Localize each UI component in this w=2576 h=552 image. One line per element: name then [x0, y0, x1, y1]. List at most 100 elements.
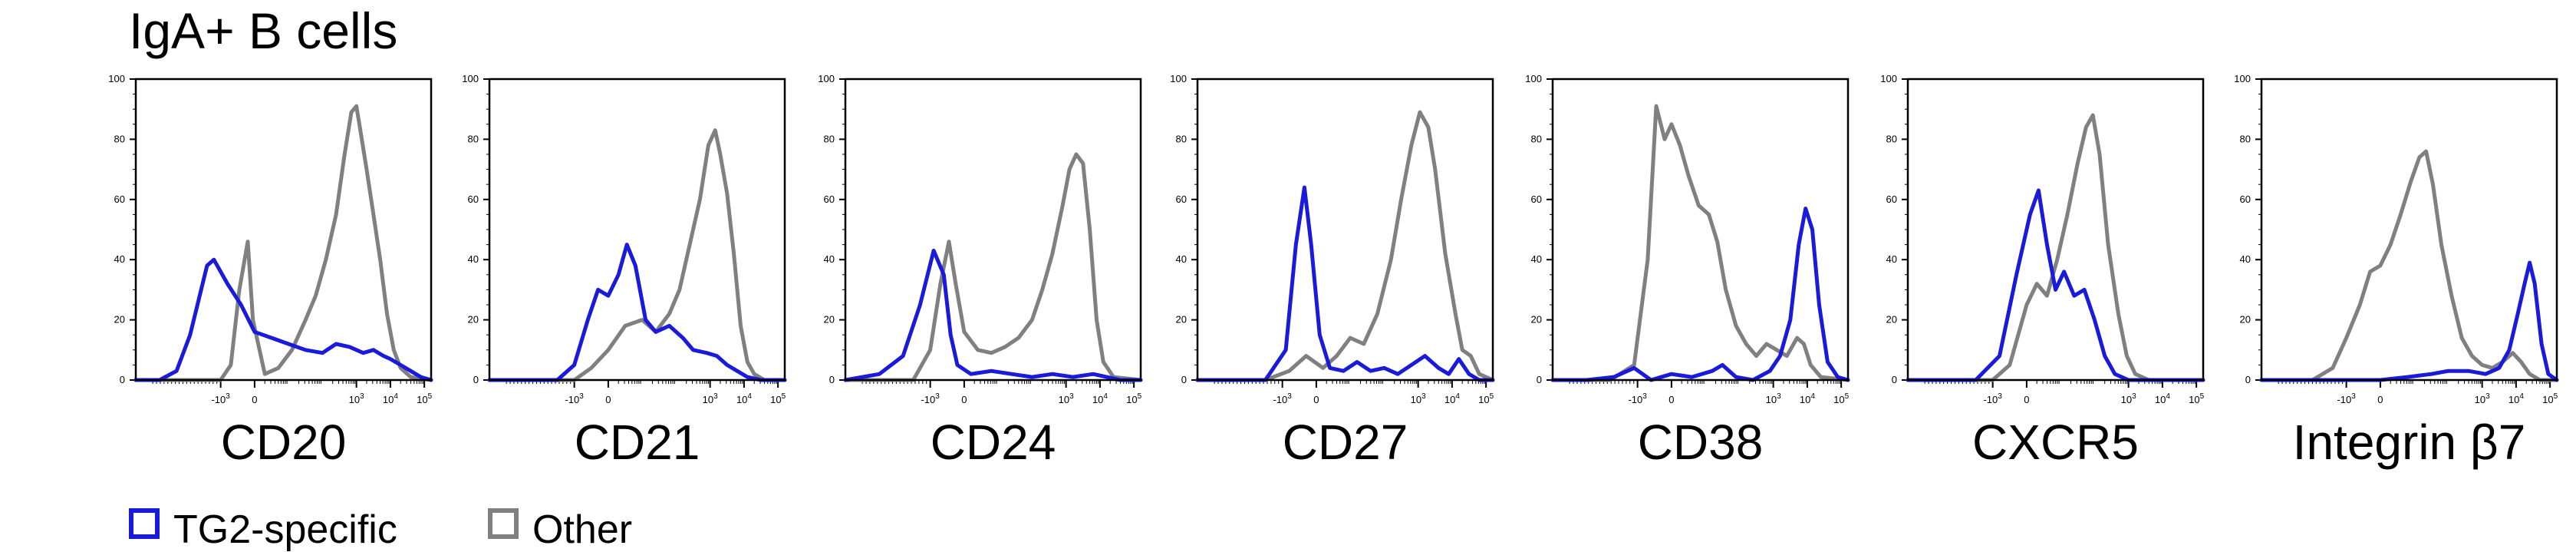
y-tick-label: 0	[1181, 374, 1187, 385]
y-tick-label: 40	[824, 253, 835, 265]
legend-item-other: Other	[488, 508, 632, 551]
legend-swatch-other	[488, 508, 519, 539]
legend-label-tg2: TG2-specific	[173, 507, 397, 552]
y-tick-label: 100	[1525, 73, 1542, 84]
series-line-tg2-specific	[843, 248, 1143, 382]
plot-frame	[2260, 78, 2558, 382]
plot-frame	[844, 78, 1142, 382]
y-tick-label: 0	[829, 374, 835, 385]
series-line-tg2-specific	[133, 257, 433, 382]
x-axis-label: CD27	[1283, 415, 1408, 470]
series-line-other	[1906, 113, 2205, 382]
x-tick-label: 103	[349, 392, 364, 405]
panel-3: 0 20 40 60 80 100 -103 0 103 104 105 CD24	[818, 73, 1143, 470]
series-line-tg2-specific	[2259, 260, 2559, 382]
series-line-other	[133, 104, 433, 382]
y-tick-label: 60	[1531, 193, 1542, 205]
y-tick-label: 40	[1886, 253, 1897, 265]
y-tick-label: 60	[2240, 193, 2251, 205]
y-tick-label: 20	[114, 314, 125, 326]
x-tick-label: -103	[2337, 392, 2356, 405]
y-tick-label: 0	[1537, 374, 1542, 385]
x-tick-label: -103	[211, 392, 230, 405]
y-tick-label: 20	[468, 314, 479, 326]
x-axis-label: Integrin β7	[2293, 415, 2526, 470]
x-tick-label: 0	[252, 394, 257, 405]
y-tick-label: 80	[114, 133, 125, 144]
x-tick-label: 105	[2542, 392, 2558, 405]
x-tick-label: 104	[2508, 392, 2524, 405]
series-line-tg2-specific	[1550, 207, 1850, 382]
y-tick-label: 100	[1880, 73, 1897, 84]
x-tick-label: 103	[1059, 392, 1074, 405]
x-tick-label: 104	[736, 392, 752, 405]
plot-frame	[1906, 78, 2205, 382]
y-tick-label: 100	[108, 73, 125, 84]
histogram-panels: 0 20 40 60 80 100 -103 0 103 104 105 CD20 0 20 40 60 80 1…	[108, 73, 2559, 470]
series-line-tg2-specific	[1906, 188, 2205, 382]
panel-7: 0 20 40 60 80 100 -103 0 103 104 105 Integrin β7	[2234, 73, 2559, 470]
x-axis-label: CD21	[575, 415, 700, 470]
legend-item-tg2: TG2-specific	[129, 508, 397, 551]
x-axis-label: CD38	[1638, 415, 1764, 470]
x-tick-label: 0	[1313, 394, 1319, 405]
x-tick-label: 104	[1444, 392, 1460, 405]
series-line-other	[487, 128, 787, 382]
x-tick-label: 103	[2475, 392, 2490, 405]
x-tick-label: 105	[1833, 392, 1849, 405]
x-axis-label: CXCR5	[1972, 415, 2139, 470]
y-tick-label: 20	[824, 314, 835, 326]
legend-label-other: Other	[532, 507, 633, 552]
plot-frame	[488, 78, 786, 382]
x-tick-label: 103	[2121, 392, 2136, 405]
y-tick-label: 0	[120, 374, 125, 385]
series-line-tg2-specific	[487, 243, 787, 382]
y-tick-label: 60	[824, 193, 835, 205]
plot-frame	[134, 78, 433, 382]
y-tick-label: 20	[2240, 314, 2251, 326]
series-line-other	[843, 152, 1143, 382]
y-tick-label: 80	[468, 133, 479, 144]
panel-2: 0 20 40 60 80 100 -103 0 103 104 105 CD21	[462, 73, 787, 470]
y-tick-label: 40	[1531, 253, 1542, 265]
y-tick-label: 100	[2234, 73, 2251, 84]
x-tick-label: 105	[1478, 392, 1494, 405]
x-tick-label: 0	[1668, 394, 1674, 405]
x-tick-label: 105	[770, 392, 786, 405]
x-tick-label: 105	[2189, 392, 2204, 405]
y-tick-label: 100	[1170, 73, 1187, 84]
x-tick-label: 0	[2024, 394, 2029, 405]
panel-1: 0 20 40 60 80 100 -103 0 103 104 105 CD20	[108, 73, 433, 470]
y-tick-label: 40	[468, 253, 479, 265]
x-tick-label: 103	[1766, 392, 1781, 405]
y-tick-label: 20	[1886, 314, 1897, 326]
y-tick-label: 40	[1176, 253, 1187, 265]
y-tick-label: 80	[1886, 133, 1897, 144]
plot-frame	[1551, 78, 1850, 382]
plot-frame	[1196, 78, 1494, 382]
y-tick-label: 0	[1892, 374, 1897, 385]
y-tick-label: 60	[114, 193, 125, 205]
y-tick-label: 0	[2245, 374, 2251, 385]
x-tick-label: 104	[1800, 392, 1815, 405]
y-tick-label: 80	[1531, 133, 1542, 144]
x-tick-label: 103	[1411, 392, 1426, 405]
y-tick-label: 100	[462, 73, 479, 84]
x-tick-label: -103	[1628, 392, 1647, 405]
y-tick-label: 40	[114, 253, 125, 265]
panel-6: 0 20 40 60 80 100 -103 0 103 104 105 CXCR5	[1880, 73, 2205, 470]
x-axis-label: CD24	[931, 415, 1056, 470]
x-tick-label: 104	[383, 392, 398, 405]
x-tick-label: -103	[1983, 392, 2002, 405]
legend-swatch-tg2	[129, 508, 160, 539]
y-tick-label: 20	[1531, 314, 1542, 326]
series-line-other	[2259, 149, 2559, 382]
y-tick-label: 80	[2240, 133, 2251, 144]
x-tick-label: -103	[921, 392, 940, 405]
x-axis-label: CD20	[221, 415, 347, 470]
x-tick-label: 105	[417, 392, 432, 405]
series-line-other	[1195, 110, 1495, 382]
x-tick-label: 105	[1126, 392, 1141, 405]
x-tick-label: -103	[1273, 392, 1292, 405]
series-line-other	[1550, 104, 1850, 382]
